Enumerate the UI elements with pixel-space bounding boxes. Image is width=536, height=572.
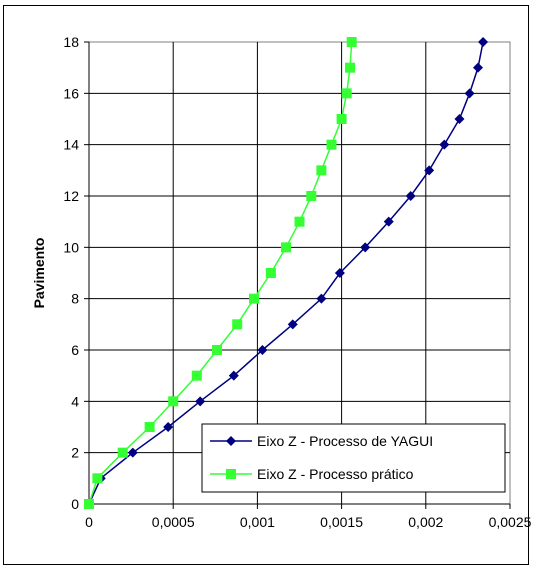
y-tick-label: 2 <box>71 445 79 461</box>
legend-label-pratico: Eixo Z - Processo prático <box>257 466 414 482</box>
data-point <box>439 139 450 150</box>
y-tick-label: 0 <box>71 496 79 512</box>
data-point <box>195 396 206 407</box>
data-point <box>84 499 94 509</box>
data-point <box>346 37 357 47</box>
data-point <box>257 345 268 355</box>
data-point <box>144 422 155 432</box>
data-point <box>326 139 337 150</box>
data-point <box>92 473 103 484</box>
data-point <box>334 268 345 278</box>
data-point <box>168 396 179 407</box>
series-layer <box>84 37 489 509</box>
x-tick-label: 0,0025 <box>489 514 532 530</box>
data-point <box>383 216 394 227</box>
x-tick-label: 0,0015 <box>320 514 363 530</box>
data-point <box>405 191 416 201</box>
legend-label-yagui: Eixo Z - Processo de YAGUI <box>257 433 433 449</box>
axes <box>84 41 511 509</box>
data-point <box>473 62 484 73</box>
y-tick-label: 16 <box>63 85 79 101</box>
y-tick-labels: 0 2 4 6 8 10 12 14 16 18 <box>63 34 79 512</box>
x-tick-label: 0,001 <box>240 514 275 530</box>
data-point <box>336 114 347 124</box>
x-tick-labels: 0 0,0005 0,001 0,0015 0,002 0,0025 <box>85 514 532 530</box>
x-tick-label: 0,002 <box>408 514 443 530</box>
y-axis-label: Pavimento <box>31 238 47 309</box>
legend-marker-yagui <box>226 436 236 446</box>
data-point <box>316 293 327 304</box>
data-point <box>211 345 222 355</box>
series-pratico <box>84 37 357 509</box>
data-point <box>127 447 138 458</box>
data-point <box>232 319 243 330</box>
data-point <box>360 242 371 253</box>
y-tick-label: 4 <box>71 393 79 409</box>
data-point <box>478 37 489 47</box>
x-tick-label: 0,0005 <box>152 514 195 530</box>
y-tick-label: 6 <box>71 342 79 358</box>
data-point <box>306 191 317 201</box>
x-tick-label: 0 <box>85 514 93 530</box>
data-point <box>287 319 298 330</box>
y-tick-label: 12 <box>63 188 79 204</box>
data-point <box>163 422 174 432</box>
data-point <box>345 62 356 73</box>
data-point <box>464 88 475 99</box>
data-point <box>117 447 128 458</box>
legend-entry-yagui: Eixo Z - Processo de YAGUI <box>210 433 433 449</box>
legend-entry-pratico: Eixo Z - Processo prático <box>210 466 414 482</box>
y-tick-label: 18 <box>63 34 79 50</box>
data-point <box>341 88 352 99</box>
data-point <box>265 268 276 278</box>
y-tick-label: 14 <box>63 137 79 153</box>
legend-marker-pratico <box>226 469 236 479</box>
data-point <box>281 242 292 253</box>
legend: Eixo Z - Processo de YAGUI Eixo Z - Proc… <box>201 423 506 493</box>
legend-box <box>201 423 506 493</box>
y-tick-label: 10 <box>63 239 79 255</box>
data-point <box>249 293 260 304</box>
y-tick-label: 8 <box>71 291 79 307</box>
data-point <box>228 370 239 381</box>
data-point <box>454 114 465 124</box>
data-point <box>294 216 305 227</box>
data-point <box>316 165 327 176</box>
data-point <box>191 370 202 381</box>
data-point <box>424 165 435 176</box>
